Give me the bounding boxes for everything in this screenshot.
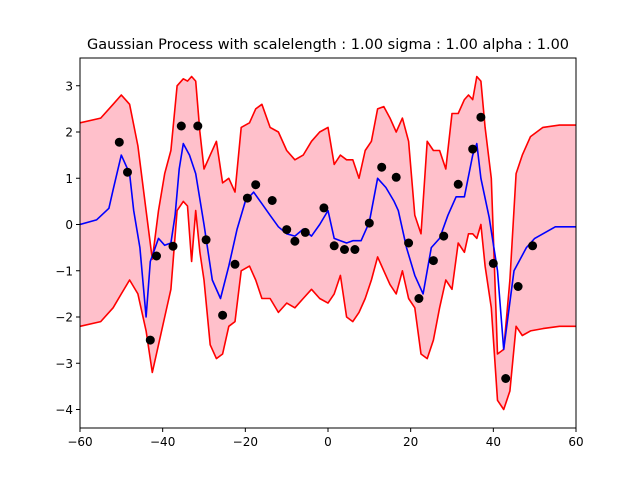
data-point [282, 225, 292, 235]
data-point [290, 236, 300, 246]
y-tick-label: −3 [55, 357, 73, 371]
data-point [193, 121, 203, 131]
y-tick-label: 3 [65, 79, 73, 93]
data-point [242, 193, 252, 203]
data-point [488, 258, 498, 268]
x-tick-label: 40 [486, 435, 501, 449]
x-tick-label: 0 [324, 435, 332, 449]
x-axis: −60 −40 −20 0 20 40 60 [67, 428, 584, 449]
data-point [439, 231, 449, 241]
data-point [329, 241, 339, 251]
data-point [350, 245, 360, 254]
x-tick-label: −60 [67, 435, 92, 449]
data-point [145, 335, 155, 345]
data-point [501, 374, 511, 383]
mean-line [80, 142, 576, 351]
lower-bound-line [80, 200, 576, 411]
data-point [300, 227, 310, 237]
data-point [218, 310, 228, 320]
y-tick-label: −1 [55, 264, 73, 278]
data-point [468, 144, 478, 154]
y-tick-label: 2 [65, 126, 73, 140]
data-point [513, 282, 523, 291]
x-tick-label: −40 [150, 435, 175, 449]
data-point [364, 218, 374, 228]
data-point [251, 180, 261, 190]
data-point [201, 235, 211, 245]
data-point [404, 238, 414, 248]
y-tick-label: −4 [55, 403, 73, 417]
x-tick-label: 60 [568, 435, 583, 449]
y-tick-label: −2 [55, 311, 73, 325]
plot-area [80, 75, 576, 411]
data-point [168, 241, 178, 251]
data-point [230, 259, 240, 269]
data-point [377, 162, 387, 172]
data-point [176, 121, 186, 131]
upper-bound-line [80, 75, 576, 355]
data-point [123, 167, 132, 177]
y-tick-label: 1 [65, 172, 73, 186]
x-tick-label: 20 [403, 435, 418, 449]
data-point [453, 179, 463, 189]
data-point [528, 241, 538, 251]
data-point [340, 245, 349, 254]
y-axis: −4 −3 −2 −1 0 1 2 3 [55, 79, 80, 417]
data-point [414, 294, 424, 303]
data-point [319, 203, 329, 213]
data-point [152, 251, 161, 261]
chart-title: Gaussian Process with scalelength : 1.00… [87, 37, 569, 53]
data-point [391, 172, 401, 182]
data-point [114, 137, 124, 147]
data-point [476, 112, 486, 122]
x-tick-label: −20 [233, 435, 258, 449]
y-tick-label: 0 [65, 218, 73, 232]
data-point [267, 196, 277, 205]
confidence-band [80, 76, 576, 410]
data-point [428, 256, 438, 266]
